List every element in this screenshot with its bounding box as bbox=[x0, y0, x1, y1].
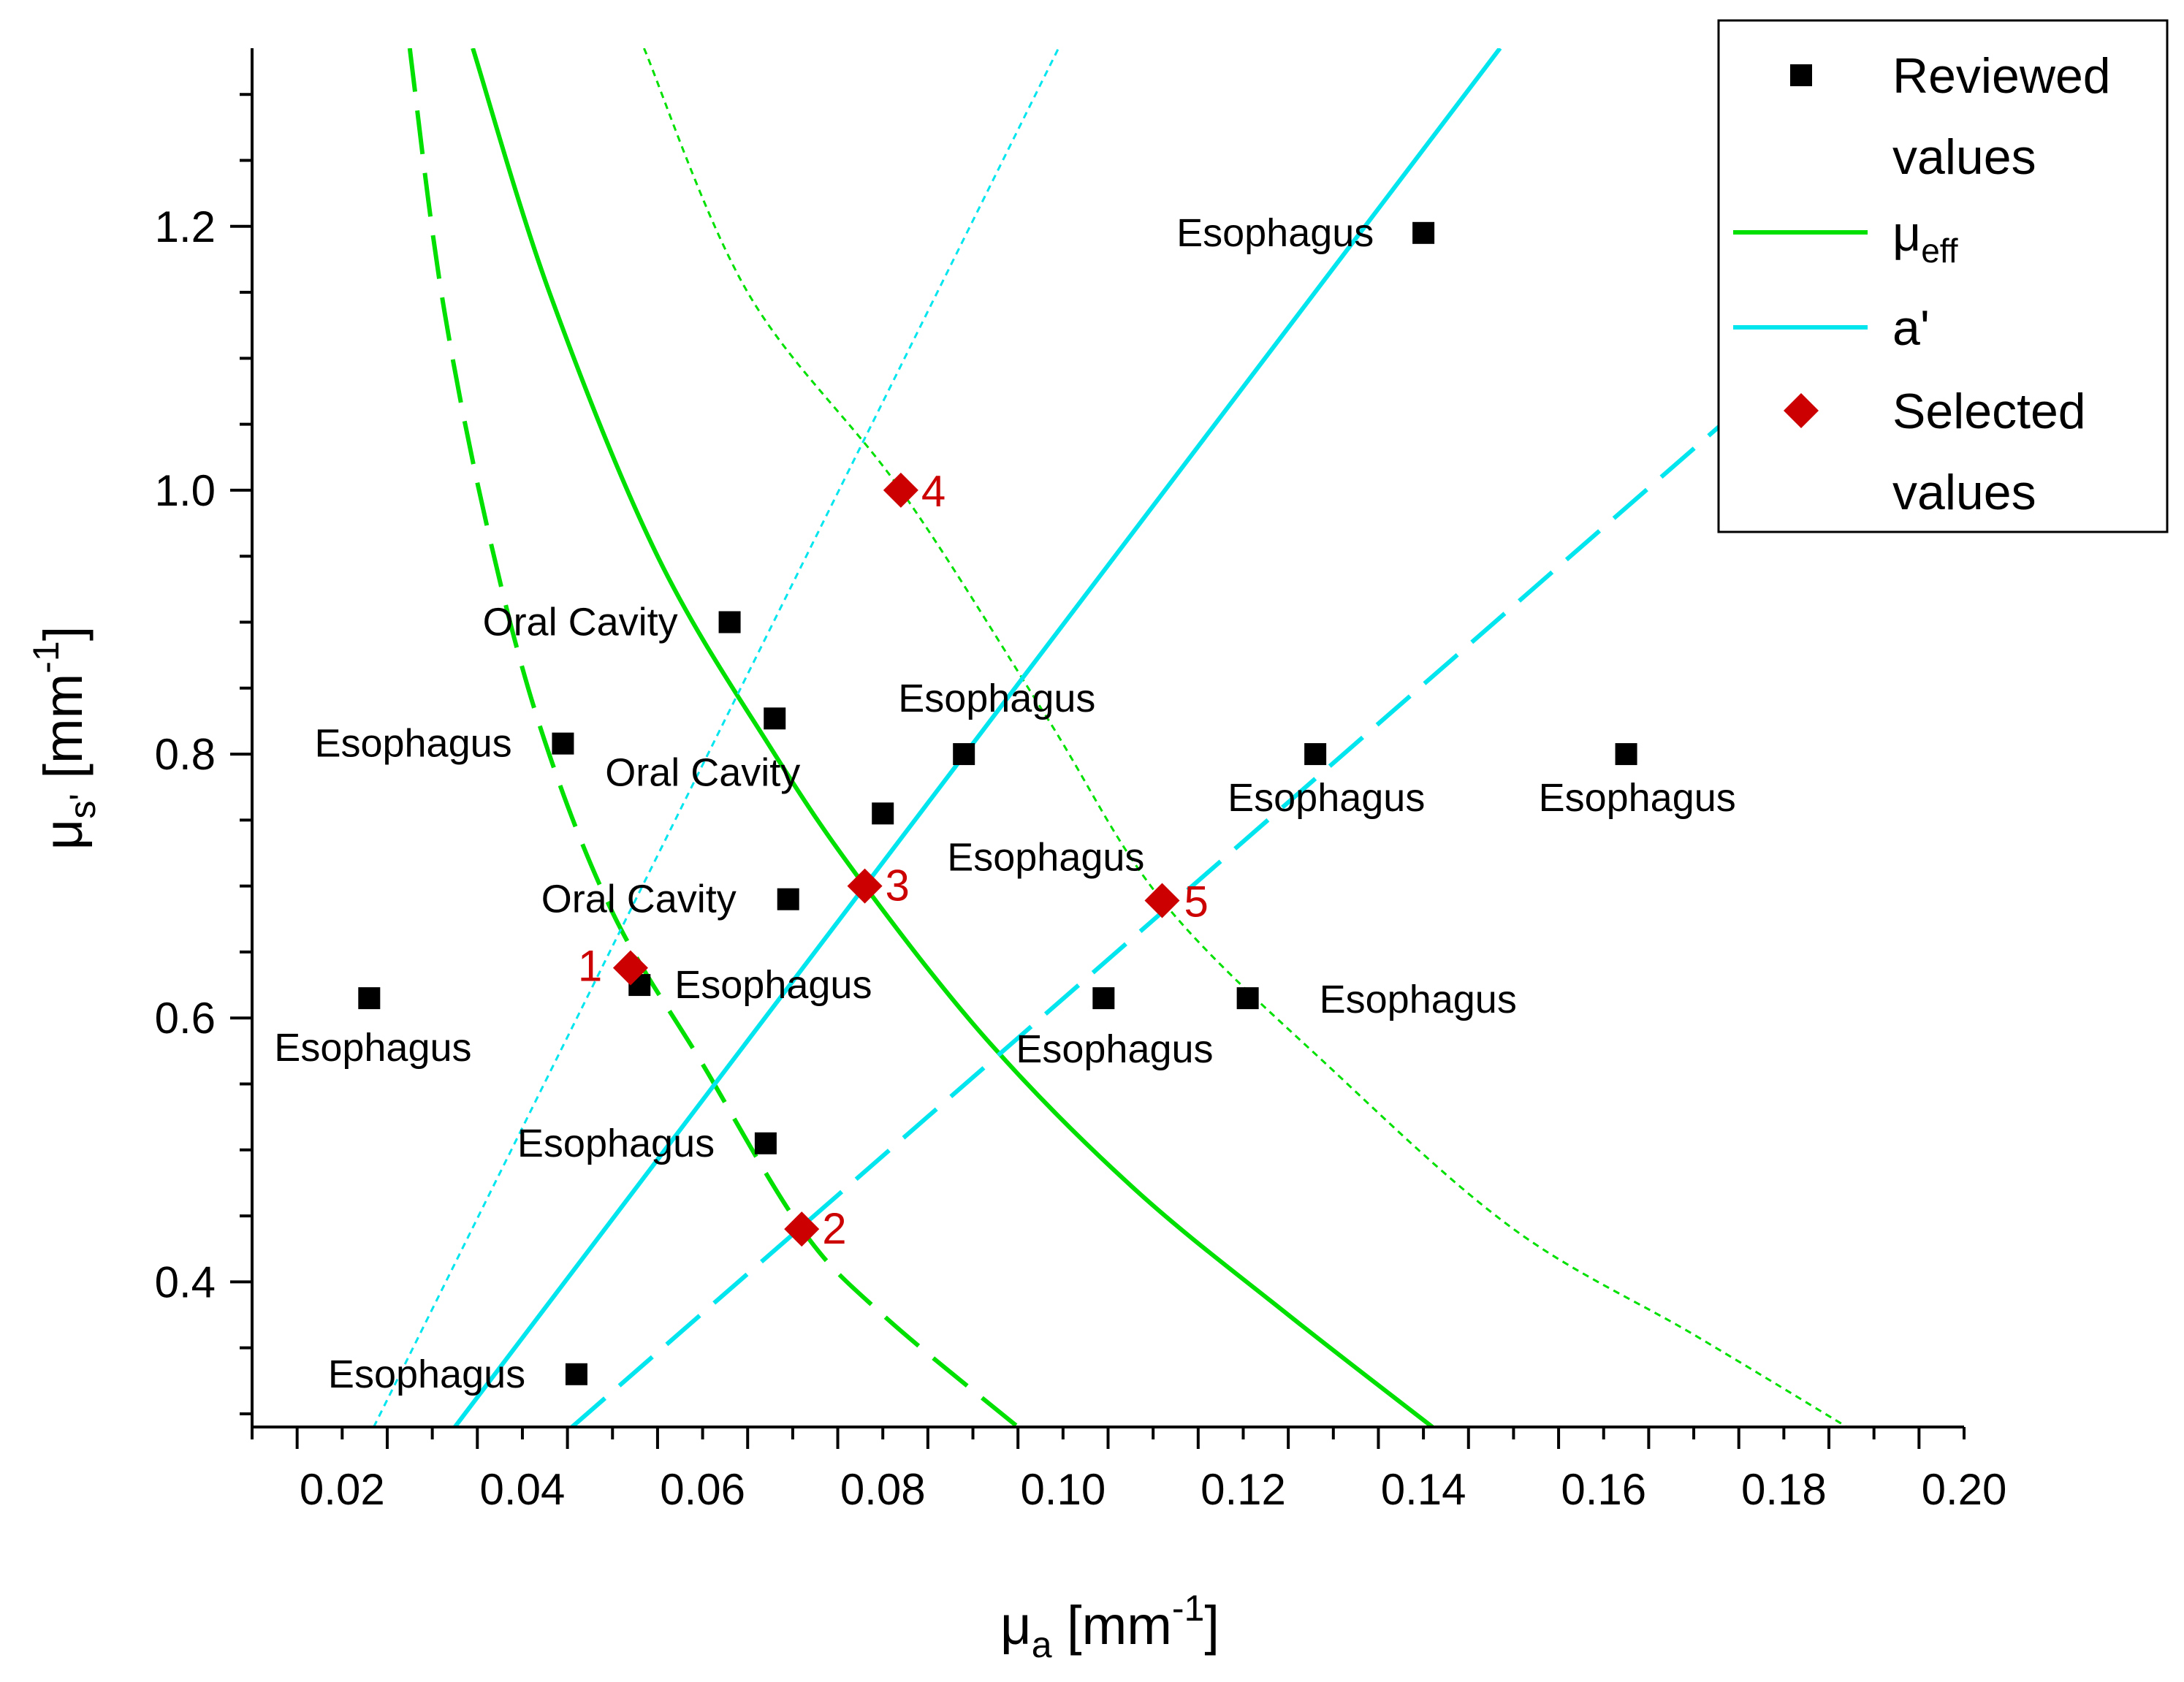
mu-eff-curve-solid bbox=[471, 48, 1434, 1427]
point-layer: Esophagus Oral Cavity Oral Cavity Esophagus… bbox=[274, 211, 1735, 1396]
legend-box bbox=[1717, 19, 2169, 533]
y-axis-title-unit: [mm bbox=[33, 674, 94, 794]
curve-layer bbox=[373, 48, 1848, 1427]
reviewed-point bbox=[1412, 221, 1435, 244]
x-axis-title: μa [mm-1] bbox=[1000, 1588, 1220, 1665]
reviewed-point-label: Esophagus bbox=[898, 677, 1095, 720]
x-tick-label: 0.12 bbox=[1201, 1465, 1286, 1514]
reviewed-point bbox=[953, 743, 975, 766]
legend-a-prime-label: a' bbox=[1892, 300, 1930, 356]
svg-text:μs' [mm-1]: μs' [mm-1] bbox=[26, 626, 103, 850]
reviewed-point bbox=[358, 987, 381, 1010]
reviewed-point-label: Esophagus bbox=[1320, 978, 1517, 1021]
reviewed-point-label: Esophagus bbox=[674, 963, 872, 1007]
reviewed-point-label: Esophagus bbox=[517, 1122, 715, 1165]
reviewed-point-label: Esophagus bbox=[314, 722, 511, 766]
legend-diamond-marker bbox=[1784, 393, 1819, 428]
y-axis-title-sup: -1 bbox=[26, 641, 66, 673]
mu-eff-curve-dotted bbox=[643, 48, 1848, 1427]
reviewed-point bbox=[1092, 987, 1115, 1010]
reviewed-point bbox=[565, 1363, 587, 1385]
reviewed-point bbox=[777, 888, 799, 910]
selected-point-label: 1 bbox=[578, 942, 602, 991]
mu-eff-curve-dashed bbox=[407, 48, 1020, 1427]
x-axis-title-sub: a bbox=[1032, 1624, 1052, 1665]
reviewed-point bbox=[1236, 987, 1259, 1010]
x-tick-label: 0.10 bbox=[1020, 1465, 1106, 1514]
x-axis-title-sup: -1 bbox=[1172, 1588, 1204, 1629]
x-axis-title-symbol: μ bbox=[1000, 1595, 1032, 1656]
y-tick-label: 1.2 bbox=[155, 202, 216, 251]
a-prime-line-solid bbox=[453, 48, 1502, 1427]
legend-selected-line2: values bbox=[1892, 465, 2036, 520]
reviewed-point-label: Esophagus bbox=[1539, 776, 1736, 820]
legend-mu-eff-label: μeff bbox=[1892, 206, 1958, 270]
legend: Reviewed values μeff a' Selected values bbox=[1717, 19, 2169, 533]
svg-text:μa [mm-1]: μa [mm-1] bbox=[1000, 1588, 1220, 1665]
selected-point bbox=[1144, 883, 1180, 918]
y-tick-label: 1.0 bbox=[155, 466, 216, 515]
y-axis-title: μs' [mm-1] bbox=[26, 626, 103, 850]
selected-point bbox=[612, 950, 648, 986]
reviewed-point bbox=[872, 802, 894, 825]
reviewed-point-label: Esophagus bbox=[1016, 1027, 1213, 1071]
reviewed-point bbox=[1615, 743, 1637, 766]
selected-point-label: 5 bbox=[1184, 878, 1208, 926]
reviewed-point bbox=[764, 707, 786, 730]
selected-point-label: 2 bbox=[822, 1204, 846, 1253]
y-tick-label: 0.8 bbox=[155, 730, 216, 779]
y-tick-label: 0.6 bbox=[155, 994, 216, 1043]
x-tick-label: 0.20 bbox=[1922, 1465, 2007, 1514]
legend-reviewed-line2: values bbox=[1892, 129, 2036, 185]
reviewed-point-label: Esophagus bbox=[1228, 776, 1425, 820]
reviewed-point bbox=[552, 732, 574, 755]
reviewed-point-label: Esophagus bbox=[328, 1352, 525, 1396]
reviewed-point bbox=[754, 1132, 777, 1154]
legend-selected-line1: Selected bbox=[1892, 384, 2086, 439]
y-tick-label: 0.4 bbox=[155, 1257, 216, 1306]
selected-point bbox=[784, 1211, 820, 1247]
legend-mu-eff-sub: eff bbox=[1921, 232, 1958, 270]
reviewed-point bbox=[718, 611, 741, 633]
reviewed-point bbox=[1304, 743, 1327, 766]
reviewed-point-label: Oral Cavity bbox=[541, 878, 737, 921]
a-prime-line-dashed bbox=[570, 357, 1799, 1427]
reviewed-point-label: Esophagus bbox=[947, 835, 1144, 879]
reviewed-point-label: Esophagus bbox=[1176, 211, 1374, 255]
reviewed-point-label: Oral Cavity bbox=[605, 750, 800, 794]
axes: 0.02 0.04 0.06 0.08 0.10 0.12 0.14 0.16 0.18 0.20… bbox=[155, 48, 2007, 1514]
legend-mu-eff-symbol: μ bbox=[1892, 206, 1921, 262]
selected-point-label: 3 bbox=[886, 861, 910, 910]
legend-reviewed-line1: Reviewed bbox=[1892, 48, 2111, 104]
legend-square-marker bbox=[1790, 64, 1812, 86]
selected-point-label: 4 bbox=[921, 467, 945, 516]
selected-point bbox=[847, 868, 883, 904]
x-tick-label: 0.16 bbox=[1561, 1465, 1646, 1514]
x-tick-label: 0.04 bbox=[480, 1465, 566, 1514]
x-axis-title-unit: [mm bbox=[1052, 1595, 1172, 1656]
y-axis-title-symbol: μ bbox=[33, 819, 94, 850]
y-axis-title-sub: s' bbox=[62, 794, 103, 819]
reviewed-point-label: Oral Cavity bbox=[483, 600, 678, 644]
y-axis-title-close: ] bbox=[33, 626, 94, 642]
x-tick-label: 0.02 bbox=[300, 1465, 385, 1514]
x-tick-label: 0.18 bbox=[1741, 1465, 1827, 1514]
x-axis-title-close: ] bbox=[1204, 1595, 1220, 1656]
reviewed-point-label: Esophagus bbox=[274, 1026, 471, 1070]
x-tick-label: 0.14 bbox=[1381, 1465, 1466, 1514]
selected-point bbox=[883, 472, 918, 508]
x-tick-label: 0.08 bbox=[840, 1465, 926, 1514]
x-tick-label: 0.06 bbox=[660, 1465, 745, 1514]
